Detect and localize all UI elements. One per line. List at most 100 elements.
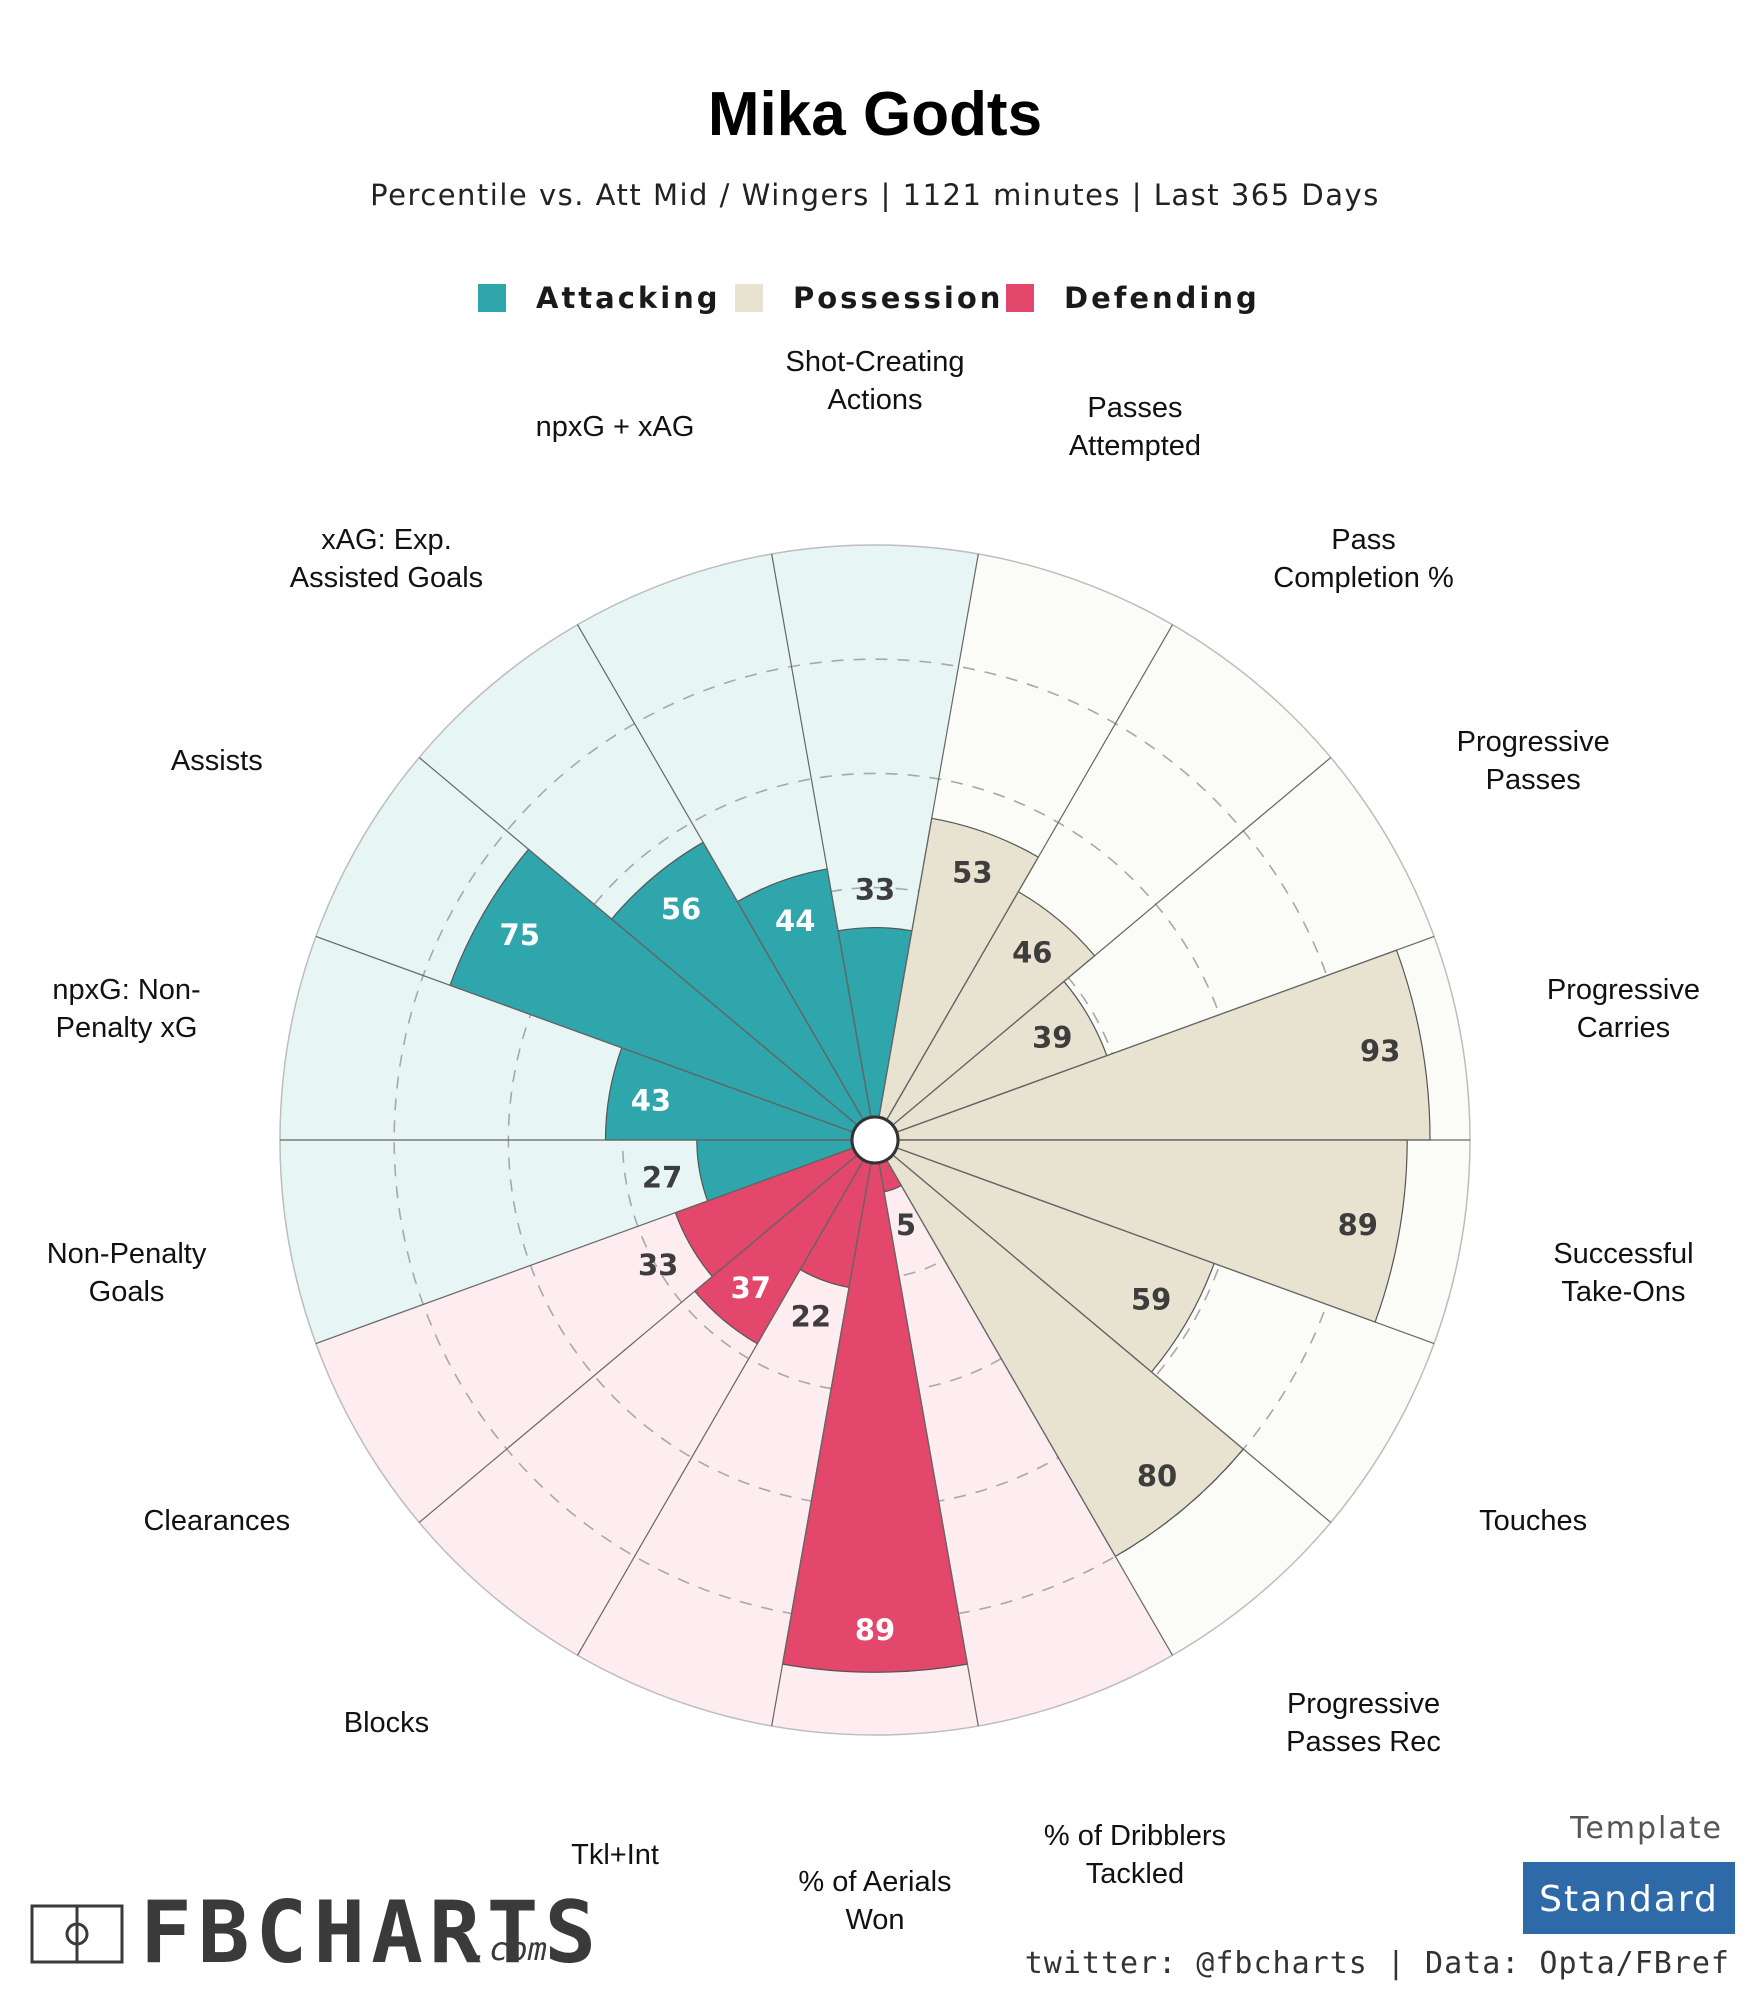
slice-divider	[576, 624, 864, 1120]
category-label: Touches	[1479, 1505, 1587, 1537]
value-label: 5	[896, 1208, 916, 1242]
value-label: 22	[791, 1299, 831, 1333]
slice-bars	[449, 817, 1431, 1673]
pitch-icon-circle	[65, 1922, 89, 1946]
value-label: 43	[631, 1083, 671, 1117]
category-label: Tkl+Int	[571, 1839, 659, 1871]
value-label: 33	[855, 873, 895, 907]
value-label: 89	[855, 1613, 895, 1647]
category-label-line: Tkl+Int	[571, 1839, 659, 1871]
slice-dividers	[280, 553, 1470, 1727]
category-label: Clearances	[143, 1505, 290, 1537]
category-label: Progressive Passes	[1457, 726, 1610, 796]
category-label-line: Non-Penalty	[47, 1238, 207, 1270]
category-label-line: Completion %	[1273, 562, 1454, 594]
value-label: 56	[661, 892, 701, 926]
slice-divider	[576, 1160, 864, 1656]
category-label-line: npxG: Non-	[52, 974, 200, 1006]
value-label: 53	[952, 856, 992, 890]
slice-divider	[892, 757, 1332, 1126]
category-label-line: Passes Rec	[1286, 1726, 1441, 1758]
category-label-line: Touches	[1479, 1505, 1587, 1537]
category-label-line: Clearances	[143, 1505, 290, 1537]
category-label-line: Passes	[1087, 392, 1182, 424]
slice-background	[879, 1160, 1173, 1726]
slice-divider	[315, 935, 853, 1133]
category-label: % of Dribblers Tackled	[1044, 1820, 1226, 1890]
category-labels: Shot-Creating Actions Passes Attempted Pass C…	[47, 346, 1700, 1936]
category-label-line: Penalty xG	[56, 1012, 198, 1044]
slice-divider	[886, 624, 1174, 1120]
slice-divider	[315, 1147, 853, 1345]
legend-label-possession: Possession	[793, 281, 1003, 315]
category-label: Progressive Carries	[1547, 974, 1700, 1044]
slice-divider	[878, 1163, 979, 1727]
template-button[interactable]: Standard	[1523, 1862, 1735, 1934]
slice-divider	[771, 553, 872, 1117]
value-label: 37	[731, 1271, 771, 1305]
legend: Attacking Possession Defending	[478, 281, 1260, 315]
category-label: xAG: Exp. Assisted Goals	[290, 524, 483, 594]
category-label-line: Tackled	[1086, 1858, 1184, 1890]
legend-swatch-attacking	[478, 284, 506, 312]
category-label: Blocks	[344, 1707, 429, 1739]
legend-label-defending: Defending	[1064, 281, 1260, 315]
value-label: 75	[500, 918, 540, 952]
category-label-line: Goals	[89, 1276, 165, 1308]
category-label: npxG: Non- Penalty xG	[52, 974, 200, 1044]
category-label-line: Actions	[827, 384, 922, 416]
category-label-line: Progressive	[1547, 974, 1700, 1006]
category-label-line: Progressive	[1457, 726, 1610, 758]
category-label-line: Carries	[1577, 1012, 1670, 1044]
slice-background	[771, 545, 979, 1117]
category-label: Shot-Creating Actions	[786, 346, 965, 416]
category-label-line: Won	[845, 1904, 904, 1936]
category-label: Successful Take-Ons	[1553, 1238, 1693, 1308]
value-label: 46	[1012, 936, 1052, 970]
value-label: 39	[1032, 1021, 1072, 1055]
slice-divider	[771, 1163, 872, 1727]
category-label-line: Take-Ons	[1561, 1276, 1685, 1308]
category-label: Non-Penalty Goals	[47, 1238, 207, 1308]
slice-divider	[897, 935, 1435, 1133]
category-label: % of Aerials Won	[798, 1866, 951, 1936]
template-label: Template	[1569, 1811, 1723, 1846]
template-button-bg[interactable]	[1523, 1862, 1735, 1934]
center-hole	[850, 1115, 900, 1165]
category-label-line: Attempted	[1069, 430, 1201, 462]
chart-title: Mika Godts	[708, 80, 1042, 149]
category-label-line: Passes	[1486, 764, 1581, 796]
template-button-label[interactable]: Standard	[1539, 1879, 1719, 1920]
category-label-line: Shot-Creating	[786, 346, 965, 378]
category-label-line: Assists	[171, 745, 263, 777]
category-label-line: xAG: Exp.	[321, 524, 452, 556]
category-label: npxG + xAG	[536, 411, 695, 443]
value-label: 33	[638, 1248, 678, 1282]
legend-swatch-possession	[735, 284, 763, 312]
value-label: 80	[1137, 1459, 1177, 1493]
value-label: 93	[1360, 1034, 1400, 1068]
legend-label-attacking: Attacking	[536, 281, 721, 315]
slice-divider	[886, 1160, 1174, 1656]
category-label: Assists	[171, 745, 263, 777]
category-label-line: % of Aerials	[798, 1866, 951, 1898]
category-label-line: Assisted Goals	[290, 562, 483, 594]
category-label: Passes Attempted	[1069, 392, 1201, 462]
category-label-line: Blocks	[344, 1707, 429, 1739]
value-label: 89	[1338, 1208, 1378, 1242]
category-label-line: Successful	[1553, 1238, 1693, 1270]
value-label: 44	[775, 904, 815, 938]
category-label-line: Progressive	[1287, 1688, 1440, 1720]
value-label: 59	[1131, 1282, 1171, 1316]
logo-suffix: .com	[470, 1930, 547, 1968]
slice-divider	[892, 1154, 1332, 1523]
slice-divider	[897, 1147, 1435, 1345]
category-label-line: npxG + xAG	[536, 411, 695, 443]
credits: twitter: @fbcharts | Data: Opta/FBref	[1025, 1946, 1730, 1981]
fbcharts-logo: FBCHARTS .com	[30, 1883, 596, 1983]
slice-divider	[418, 757, 858, 1126]
category-label-line: % of Dribblers	[1044, 1820, 1226, 1852]
slice-divider	[418, 1154, 858, 1523]
chart-subtitle: Percentile vs. Att Mid / Wingers | 1121 …	[370, 178, 1380, 212]
